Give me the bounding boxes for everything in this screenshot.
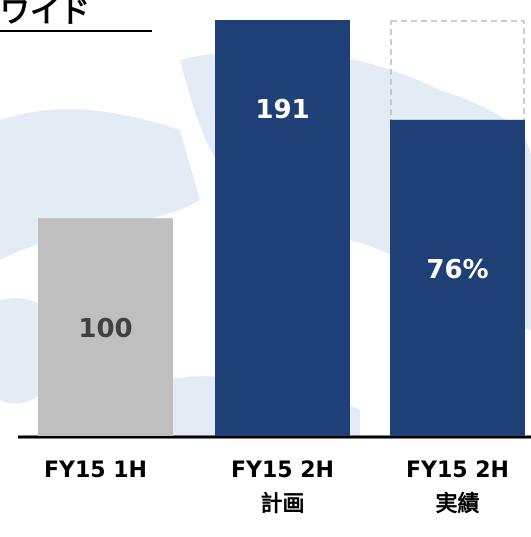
x-tick-label: FY15 2H [406, 458, 509, 483]
bar [38, 218, 173, 436]
value-label: 100 [78, 314, 132, 344]
chart-title: ワイド [0, 0, 90, 30]
bar [390, 119, 525, 436]
bar [215, 20, 350, 436]
value-label: 76% [426, 255, 488, 285]
value-label: 191 [255, 95, 309, 125]
x-tick-label: 計画 [260, 491, 304, 517]
x-tick-label: FY15 2H [231, 458, 334, 483]
x-tick-label: FY15 1H [44, 458, 147, 483]
x-tick-label: 実績 [435, 491, 479, 517]
